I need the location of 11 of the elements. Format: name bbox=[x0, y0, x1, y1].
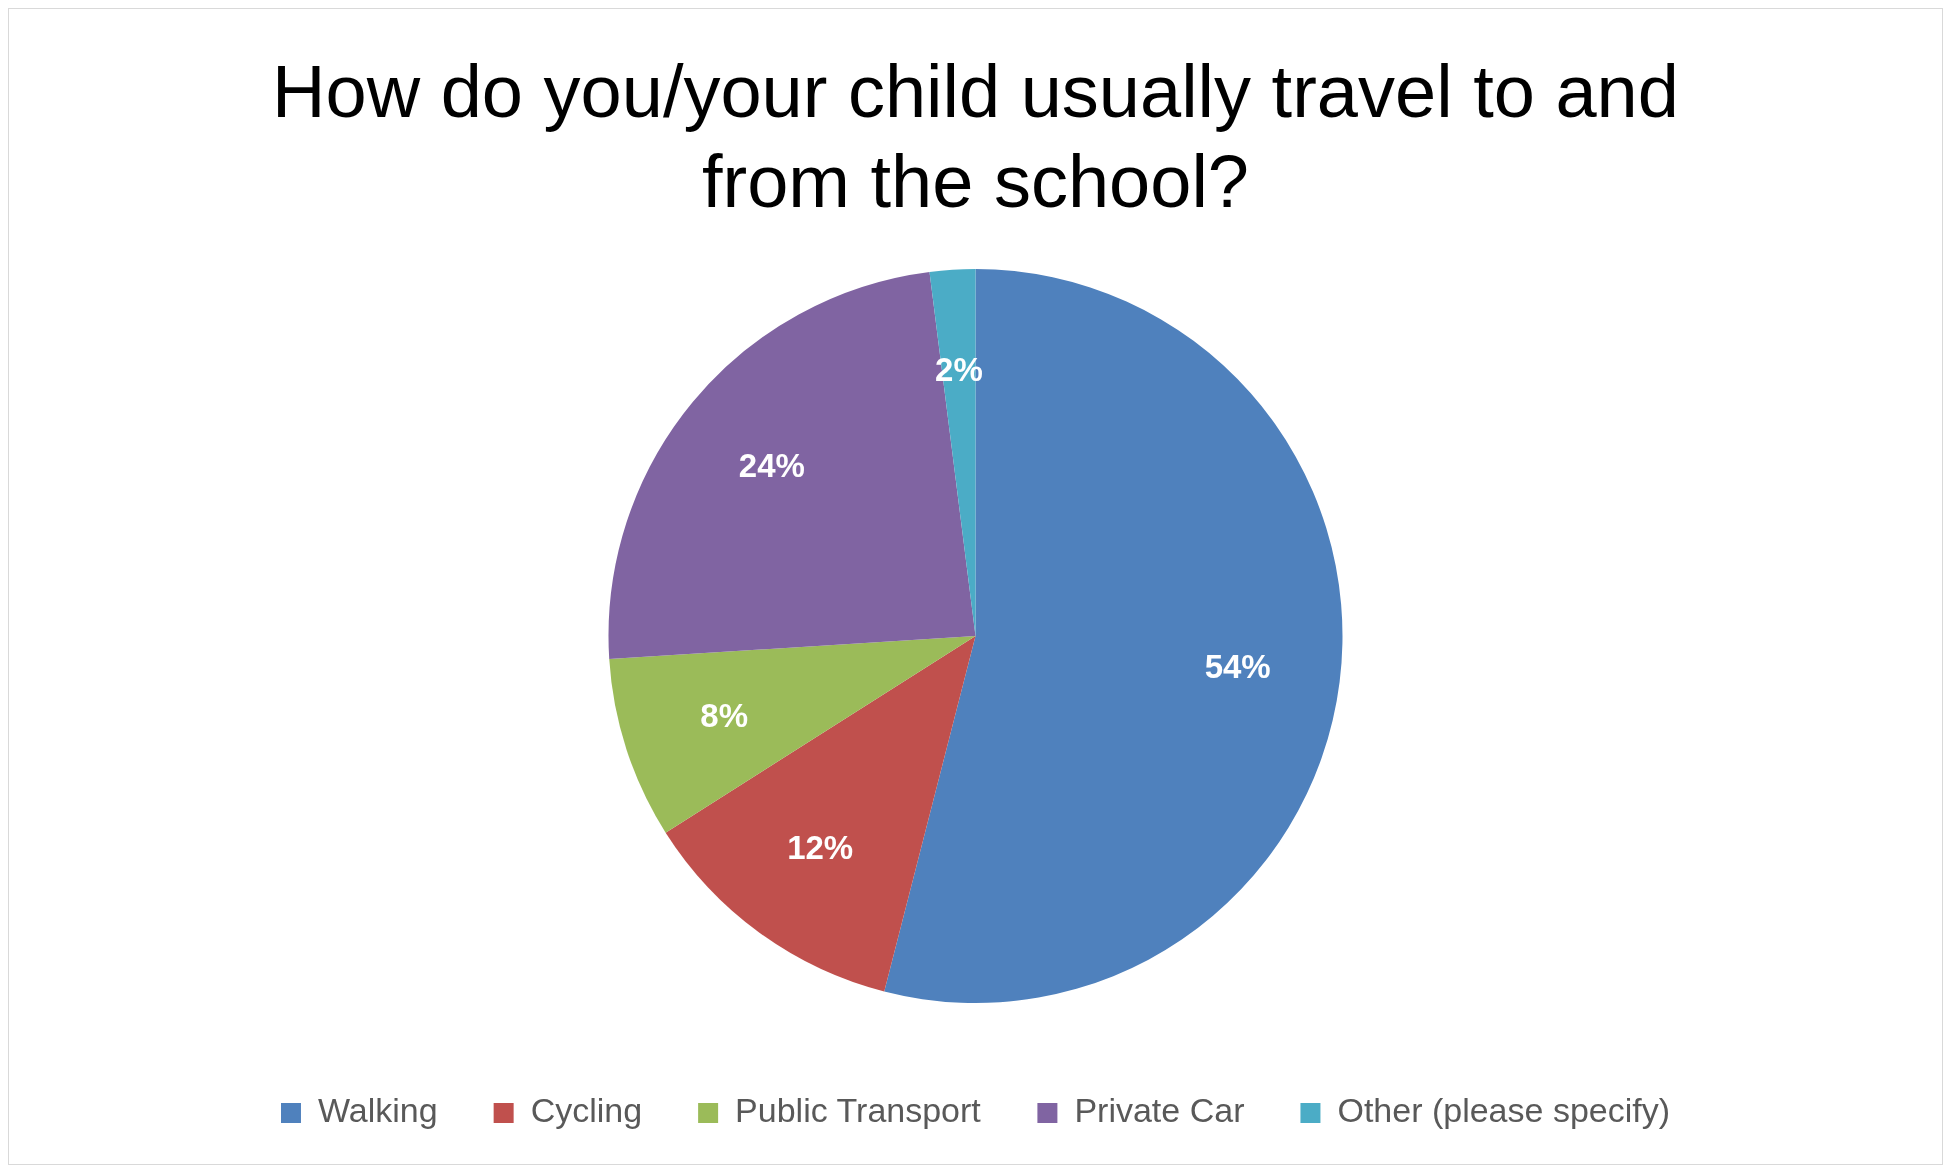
legend-label: Walking bbox=[317, 1091, 438, 1130]
legend-label: Other (please specify) bbox=[1337, 1091, 1671, 1130]
legend-label: Cycling bbox=[530, 1091, 643, 1130]
data-label: 24% bbox=[738, 446, 805, 484]
data-label: 8% bbox=[700, 696, 749, 734]
data-label: 12% bbox=[787, 828, 854, 866]
legend-label: Public Transport bbox=[735, 1091, 982, 1130]
data-label: 54% bbox=[1204, 648, 1271, 686]
data-label: 2% bbox=[935, 351, 983, 389]
chart-title: How do you/your child usually travel to and from the school? bbox=[271, 49, 1680, 225]
legend-label: Private Car bbox=[1074, 1091, 1245, 1130]
